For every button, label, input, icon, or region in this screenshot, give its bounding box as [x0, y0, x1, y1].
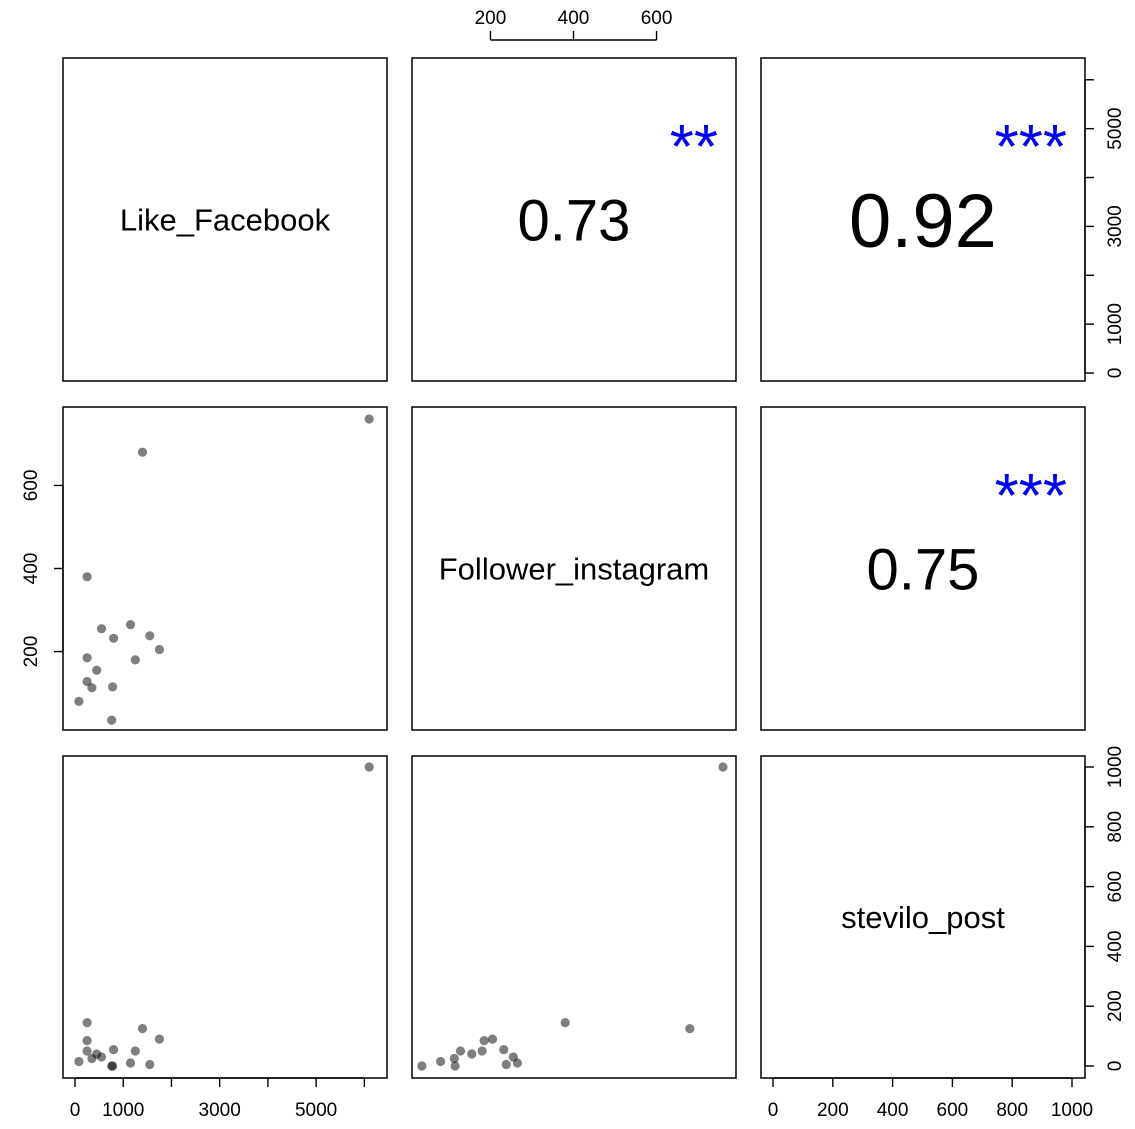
- point-stevilo_post-vs-like_facebook-1: [364, 762, 374, 772]
- diagonal-label-like_facebook: Like_Facebook: [120, 203, 331, 238]
- point-stevilo_post-vs-follower_instagram-8: [487, 1034, 498, 1044]
- tick-label-bottom-stevilo-post-400: 400: [877, 1100, 909, 1121]
- tick-label-left-follower-instagram-600: 600: [21, 470, 42, 502]
- correlation-value-3: 0.75: [867, 537, 980, 602]
- tick-label-top-follower-instagram-200: 200: [475, 8, 507, 29]
- tick-label-bottom-stevilo-post-0: 0: [768, 1100, 779, 1121]
- tick-label-bottom-stevilo-post-800: 800: [996, 1100, 1028, 1121]
- tick-label-bottom-stevilo-post-200: 200: [817, 1100, 849, 1121]
- point-stevilo_post-vs-like_facebook-15: [74, 1056, 84, 1067]
- point-stevilo_post-vs-like_facebook-16: [107, 1061, 117, 1071]
- tick-label-bottom-like-facebook-3000: 3000: [199, 1100, 241, 1121]
- point-follower_instagram-vs-like_facebook-14: [108, 682, 118, 692]
- panel-follower_instagram-vs-stevilo_post: [760, 406, 1086, 731]
- point-follower_instagram-vs-like_facebook-4: [125, 620, 136, 630]
- tick-label-right-stevilo-post-200: 200: [1105, 990, 1126, 1022]
- panel-stevilo_post-vs-follower_instagram: [411, 755, 737, 1079]
- point-stevilo_post-vs-follower_instagram-13: [449, 1053, 459, 1064]
- point-follower_instagram-vs-like_facebook-12: [82, 676, 92, 687]
- tick-label-right-stevilo-post-1000: 1000: [1105, 746, 1126, 788]
- point-stevilo_post-vs-follower_instagram-14: [450, 1061, 460, 1071]
- point-follower_instagram-vs-like_facebook-5: [96, 624, 107, 634]
- tick-label-top-follower-instagram-400: 400: [558, 8, 590, 29]
- tick-label-right-stevilo-post-0: 0: [1105, 1061, 1126, 1072]
- tick-label-bottom-like-facebook-0: 0: [70, 1100, 81, 1121]
- tick-label-right-stevilo-post-400: 400: [1105, 931, 1126, 963]
- point-stevilo_post-vs-follower_instagram-11: [467, 1049, 477, 1059]
- tick-label-bottom-like-facebook-5000: 5000: [295, 1100, 337, 1121]
- tick-label-left-follower-instagram-400: 400: [21, 553, 42, 585]
- point-follower_instagram-vs-like_facebook-15: [74, 696, 84, 707]
- point-stevilo_post-vs-like_facebook-6: [145, 1059, 155, 1070]
- point-stevilo_post-vs-follower_instagram-15: [436, 1056, 446, 1067]
- point-follower_instagram-vs-like_facebook-1: [364, 414, 374, 424]
- point-stevilo_post-vs-like_facebook-3: [82, 1018, 92, 1028]
- point-stevilo_post-vs-follower_instagram-7: [499, 1045, 509, 1055]
- tick-label-top-follower-instagram-600: 600: [641, 8, 673, 29]
- point-stevilo_post-vs-follower_instagram-5: [508, 1052, 518, 1062]
- tick-label-right-like-facebook-1000: 1000: [1105, 303, 1126, 345]
- tick-label-right-stevilo-post-600: 600: [1105, 871, 1126, 903]
- point-stevilo_post-vs-like_facebook-9: [82, 1036, 92, 1046]
- panel-follower_instagram-vs-like_facebook: [62, 406, 388, 731]
- point-stevilo_post-vs-follower_instagram-10: [477, 1046, 487, 1056]
- correlation-value-2: 0.92: [849, 179, 997, 264]
- diagonal-label-stevilo_post: stevilo_post: [841, 900, 1005, 935]
- point-stevilo_post-vs-like_facebook-2: [137, 1024, 148, 1034]
- point-follower_instagram-vs-like_facebook-13: [87, 683, 97, 693]
- panel-like_facebook-vs-follower_instagram: [411, 57, 737, 382]
- point-stevilo_post-vs-follower_instagram-2: [685, 1024, 695, 1034]
- tick-label-bottom-like-facebook-1000: 1000: [102, 1100, 144, 1121]
- point-follower_instagram-vs-like_facebook-2: [137, 447, 148, 457]
- tick-label-right-like-facebook-0: 0: [1105, 368, 1126, 379]
- point-follower_instagram-vs-like_facebook-10: [130, 655, 140, 665]
- point-stevilo_post-vs-follower_instagram-16: [417, 1061, 427, 1071]
- tick-label-bottom-stevilo-post-600: 600: [937, 1100, 969, 1121]
- point-follower_instagram-vs-like_facebook-3: [82, 572, 92, 582]
- panel-follower_instagram-vs-follower_instagram: [411, 406, 737, 731]
- point-stevilo_post-vs-like_facebook-8: [154, 1034, 164, 1044]
- tick-label-right-like-facebook-3000: 3000: [1105, 205, 1126, 247]
- point-stevilo_post-vs-follower_instagram-3: [560, 1018, 570, 1028]
- point-stevilo_post-vs-like_facebook-10: [130, 1046, 140, 1056]
- point-stevilo_post-vs-like_facebook-12: [82, 1046, 92, 1056]
- point-follower_instagram-vs-like_facebook-9: [82, 653, 92, 663]
- tick-label-bottom-stevilo-post-1000: 1000: [1051, 1100, 1093, 1121]
- tick-label-left-follower-instagram-200: 200: [21, 636, 42, 668]
- point-stevilo_post-vs-follower_instagram-1: [718, 762, 728, 772]
- point-follower_instagram-vs-like_facebook-8: [154, 644, 164, 655]
- tick-label-right-like-facebook-5000: 5000: [1105, 108, 1126, 150]
- point-stevilo_post-vs-follower_instagram-12: [455, 1046, 466, 1056]
- point-stevilo_post-vs-follower_instagram-9: [479, 1036, 489, 1046]
- significance-stars-2: ***: [995, 113, 1067, 182]
- point-follower_instagram-vs-like_facebook-16: [107, 715, 117, 725]
- panel-stevilo_post-vs-like_facebook: [62, 755, 388, 1079]
- panel-like_facebook-vs-like_facebook: [62, 57, 388, 382]
- point-follower_instagram-vs-like_facebook-6: [145, 631, 155, 641]
- tick-label-right-stevilo-post-800: 800: [1105, 811, 1126, 843]
- point-stevilo_post-vs-like_facebook-4: [125, 1058, 136, 1068]
- point-stevilo_post-vs-like_facebook-7: [109, 1045, 119, 1055]
- significance-stars-3: ***: [995, 462, 1067, 531]
- point-stevilo_post-vs-like_facebook-13: [87, 1053, 97, 1064]
- point-stevilo_post-vs-follower_instagram-6: [501, 1059, 511, 1070]
- significance-stars-1: **: [670, 113, 718, 182]
- diagonal-label-follower_instagram: Follower_instagram: [439, 552, 710, 587]
- point-follower_instagram-vs-like_facebook-11: [92, 665, 102, 675]
- point-follower_instagram-vs-like_facebook-7: [109, 633, 119, 643]
- correlation-value-1: 0.73: [518, 188, 631, 253]
